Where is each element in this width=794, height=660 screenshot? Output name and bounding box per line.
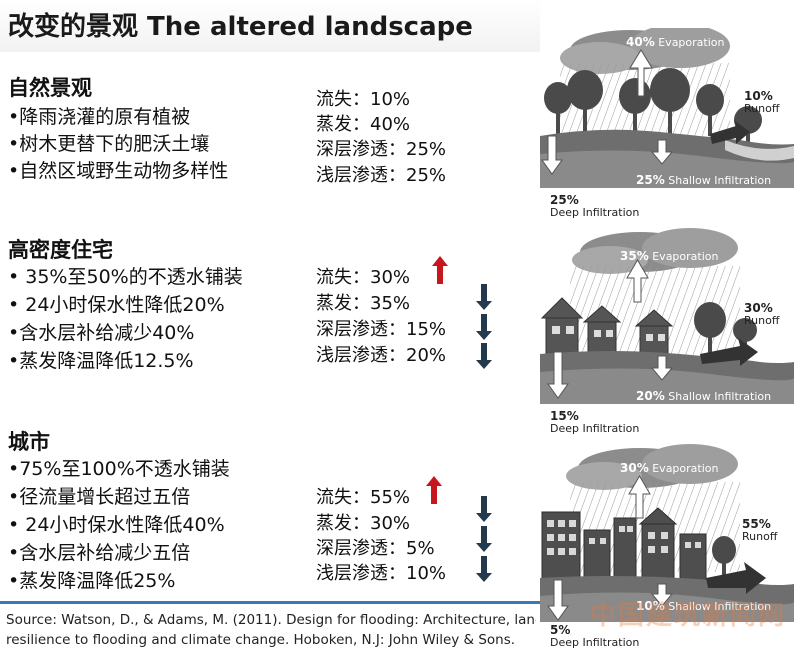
bullet: •自然区域野生动物多样性 bbox=[8, 160, 229, 182]
deep-label: 5% Deep Infiltration bbox=[550, 624, 639, 649]
bullet: • 35%至50%的不透水铺装 bbox=[8, 266, 243, 288]
runoff-label: 30% Runoff bbox=[744, 302, 779, 327]
bullet: •蒸发降温降低25% bbox=[8, 570, 176, 592]
section-title-city: 城市 bbox=[8, 430, 50, 454]
stat-shallow-infiltration: 浅层渗透：10% bbox=[316, 563, 447, 584]
divider bbox=[0, 601, 540, 604]
runoff-label: 55% Runoff bbox=[742, 518, 777, 543]
bullet: •树木更替下的肥沃土壤 bbox=[8, 133, 210, 155]
water-cycle-city bbox=[540, 438, 794, 660]
shallow-value: 25% bbox=[636, 173, 665, 187]
evaporation-text: Evaporation bbox=[652, 462, 719, 475]
stat-evaporation: 蒸发：30% bbox=[316, 513, 411, 534]
shallow-text: Shallow Infiltration bbox=[668, 390, 772, 403]
bullet: •75%至100%不透水铺装 bbox=[8, 458, 230, 480]
arrow-down-icon bbox=[476, 284, 492, 310]
shallow-value: 20% bbox=[636, 389, 665, 403]
deep-label: 15% Deep Infiltration bbox=[550, 410, 639, 435]
section-city: 城市 •75%至100%不透水铺装 •径流量增长超过五倍 • 24小时保水性降低… bbox=[0, 426, 540, 596]
stat-runoff: 流失：30% bbox=[316, 267, 411, 288]
deep-text: Deep Infiltration bbox=[550, 206, 640, 219]
runoff-text: Runoff bbox=[742, 530, 778, 543]
section-title-residential: 高密度住宅 bbox=[8, 238, 113, 262]
evaporation-label: 35% Evaporation bbox=[620, 250, 718, 263]
bullet: •含水层补给减少40% bbox=[8, 322, 195, 344]
stat-runoff: 流失：55% bbox=[316, 487, 411, 508]
section-title-natural: 自然景观 bbox=[8, 76, 92, 100]
evaporation-value: 40% bbox=[626, 35, 655, 49]
arrow-down-icon bbox=[476, 556, 492, 582]
evaporation-text: Evaporation bbox=[658, 36, 725, 49]
deep-text: Deep Infiltration bbox=[550, 422, 640, 435]
stat-shallow-infiltration: 浅层渗透：20% bbox=[316, 345, 447, 366]
bullet: •径流量增长超过五倍 bbox=[8, 486, 191, 508]
runoff-text: Runoff bbox=[744, 314, 780, 327]
stat-evaporation: 蒸发：35% bbox=[316, 293, 411, 314]
bullet: • 24小时保水性降低40% bbox=[8, 514, 225, 536]
bullet: • 24小时保水性降低20% bbox=[8, 294, 225, 316]
arrow-down-icon bbox=[476, 496, 492, 522]
runoff-label: 10% Runoff bbox=[744, 90, 779, 115]
runoff-value: 10% bbox=[744, 89, 773, 103]
shallow-label: 25% Shallow Infiltration bbox=[636, 174, 771, 187]
stat-shallow-infiltration: 浅层渗透：25% bbox=[316, 165, 447, 186]
arrow-down-icon bbox=[476, 314, 492, 340]
section-natural: 自然景观 •降雨浇灌的原有植被 •树木更替下的肥沃土壤 •自然区域野生动物多样性… bbox=[0, 72, 540, 202]
bullet: •含水层补给减少五倍 bbox=[8, 542, 191, 564]
runoff-text: Runoff bbox=[744, 102, 780, 115]
source-line-1: Source: Watson, D., & Adams, M. (2011). … bbox=[6, 612, 536, 628]
shallow-text: Shallow Infiltration bbox=[668, 174, 772, 187]
evaporation-label: 30% Evaporation bbox=[620, 462, 718, 475]
arrow-down-icon bbox=[476, 526, 492, 552]
source-line-2: resilience to flooding and climate chang… bbox=[6, 632, 516, 648]
water-cycle-residential bbox=[540, 222, 794, 438]
water-cycle-natural bbox=[540, 28, 794, 222]
watermark: 中国建筑新闻网 bbox=[590, 601, 787, 631]
title-bar: 改变的景观 The altered landscape bbox=[0, 0, 540, 52]
deep-label: 25% Deep Infiltration bbox=[550, 194, 639, 219]
shallow-value: 10% bbox=[636, 599, 665, 613]
stat-evaporation: 蒸发：40% bbox=[316, 114, 411, 135]
runoff-value: 30% bbox=[744, 301, 773, 315]
arrow-down-icon bbox=[476, 343, 492, 369]
arrow-up-icon bbox=[432, 256, 448, 284]
shallow-label: 10% Shallow Infiltration bbox=[636, 600, 771, 613]
diagram-panel-city: 30% Evaporation 55% Runoff 10% Shallow In… bbox=[540, 438, 794, 660]
section-residential: 高密度住宅 • 35%至50%的不透水铺装 • 24小时保水性降低20% •含水… bbox=[0, 234, 540, 384]
runoff-value: 55% bbox=[742, 517, 771, 531]
evaporation-label: 40% Evaporation bbox=[626, 36, 724, 49]
stat-deep-infiltration: 深层渗透：15% bbox=[316, 319, 447, 340]
deep-value: 25% bbox=[550, 193, 579, 207]
deep-value: 5% bbox=[550, 623, 571, 637]
evaporation-value: 35% bbox=[620, 249, 649, 263]
deep-value: 15% bbox=[550, 409, 579, 423]
deep-text: Deep Infiltration bbox=[550, 636, 640, 649]
page-title: 改变的景观 The altered landscape bbox=[8, 12, 473, 42]
arrow-up-icon bbox=[426, 476, 442, 504]
stat-deep-infiltration: 深层渗透：5% bbox=[316, 538, 435, 559]
diagram-panel-residential: 35% Evaporation 30% Runoff 20% Shallow In… bbox=[540, 222, 794, 438]
bullet: •降雨浇灌的原有植被 bbox=[8, 106, 191, 128]
stat-runoff: 流失：10% bbox=[316, 89, 411, 110]
stat-deep-infiltration: 深层渗透：25% bbox=[316, 139, 447, 160]
diagram-panel-natural: 40% Evaporation 10% Runoff 25% Shallow In… bbox=[540, 28, 794, 222]
shallow-label: 20% Shallow Infiltration bbox=[636, 390, 771, 403]
evaporation-value: 30% bbox=[620, 461, 649, 475]
shallow-text: Shallow Infiltration bbox=[668, 600, 772, 613]
evaporation-text: Evaporation bbox=[652, 250, 719, 263]
bullet: •蒸发降温降低12.5% bbox=[8, 350, 194, 372]
